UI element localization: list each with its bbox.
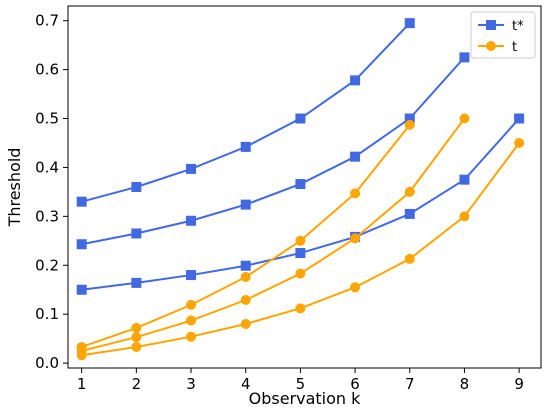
data-point <box>295 113 306 124</box>
x-tick-label: 3 <box>186 375 196 393</box>
data-point <box>131 341 142 352</box>
plot-area <box>76 18 525 361</box>
series-t <box>76 113 525 361</box>
data-point <box>350 233 361 244</box>
data-point <box>131 182 142 192</box>
legend: t* t <box>470 11 536 59</box>
y-tick-label: 0.5 <box>35 110 59 128</box>
data-point <box>240 318 251 329</box>
y-tick-label: 0.1 <box>35 305 59 323</box>
data-point <box>404 186 415 197</box>
data-point <box>131 228 142 239</box>
series-line <box>81 22 411 203</box>
x-tick-label: 6 <box>350 375 360 393</box>
y-axis-label: Threshold <box>5 148 24 228</box>
data-point <box>76 239 87 250</box>
legend-marker <box>486 20 496 30</box>
data-point <box>514 113 525 124</box>
x-tick-label: 4 <box>241 375 251 393</box>
x-tick-label: 9 <box>514 375 524 393</box>
legend-marker <box>486 41 496 51</box>
data-point <box>514 137 525 148</box>
data-point <box>459 113 470 124</box>
y-tick-label: 0.2 <box>35 256 59 274</box>
x-tick-label: 8 <box>460 375 470 393</box>
data-point <box>404 208 415 219</box>
series-line <box>81 56 466 246</box>
data-point <box>186 299 197 310</box>
x-tick-label: 5 <box>296 375 306 393</box>
y-tick-label: 0.0 <box>35 354 59 372</box>
x-axis-label: Observation k <box>249 389 362 408</box>
data-point <box>295 248 306 259</box>
data-point <box>350 151 361 162</box>
data-point <box>350 75 361 86</box>
data-point <box>240 295 251 306</box>
series-line <box>81 124 411 348</box>
axes-frame <box>67 5 542 369</box>
data-point <box>295 303 306 314</box>
data-point <box>404 119 415 130</box>
y-tick-label: 0.7 <box>35 12 59 30</box>
data-point <box>131 332 142 343</box>
data-point <box>186 163 197 174</box>
data-point <box>350 282 361 293</box>
y-tick-label: 0.3 <box>35 207 59 225</box>
y-tick-label: 0.4 <box>35 158 59 176</box>
y-axis-ticks: 0.0 0.1 0.2 0.3 0.4 0.5 0.6 0.7 <box>35 12 68 372</box>
x-tick-label: 1 <box>77 375 87 393</box>
data-point <box>404 253 415 264</box>
legend-box <box>470 11 536 59</box>
data-point <box>76 196 87 207</box>
data-point <box>186 215 197 226</box>
data-point <box>459 174 470 185</box>
data-point <box>295 268 306 279</box>
data-point <box>131 322 142 333</box>
data-point <box>240 141 251 152</box>
data-point <box>131 277 142 288</box>
y-tick-label: 0.6 <box>35 61 59 79</box>
data-point <box>350 188 361 199</box>
data-point <box>186 270 197 281</box>
series-line <box>81 117 466 352</box>
data-point <box>186 315 197 326</box>
data-point <box>76 284 87 295</box>
data-point <box>240 272 251 283</box>
data-point <box>404 113 415 124</box>
data-point <box>459 52 470 63</box>
series-line <box>81 117 520 291</box>
data-point <box>76 350 87 361</box>
data-point <box>459 211 470 222</box>
legend-label: t <box>512 40 517 55</box>
data-point <box>240 199 251 210</box>
legend-label: t* <box>512 19 524 34</box>
series-t-star <box>76 18 525 295</box>
x-tick-label: 2 <box>132 375 142 393</box>
data-point <box>404 18 415 29</box>
data-point <box>295 235 306 246</box>
data-point <box>295 179 306 190</box>
data-point <box>240 260 251 271</box>
x-axis-ticks: 1 2 3 4 5 6 7 8 9 <box>77 368 524 393</box>
data-point <box>186 331 197 342</box>
x-tick-label: 7 <box>405 375 415 393</box>
